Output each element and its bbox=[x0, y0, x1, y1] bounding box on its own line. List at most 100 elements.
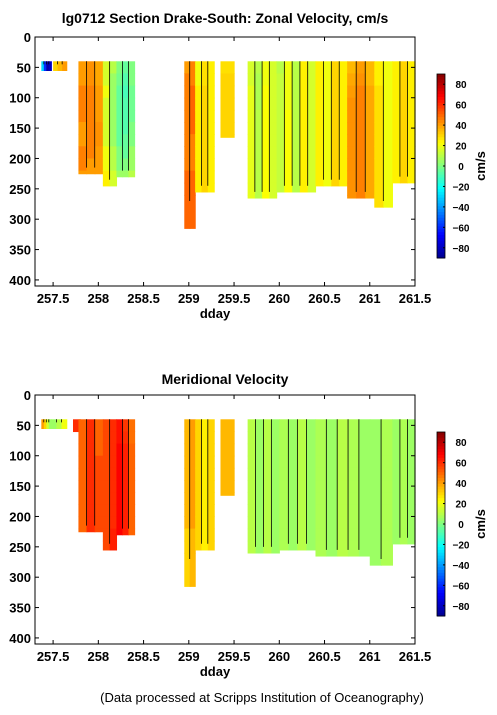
data-cell bbox=[128, 467, 136, 481]
data-cell bbox=[383, 97, 393, 111]
data-cell bbox=[288, 467, 298, 481]
data-cell bbox=[306, 431, 317, 445]
data-cell bbox=[315, 480, 327, 493]
data-cell bbox=[116, 516, 124, 530]
data-cell bbox=[254, 73, 263, 87]
data-cell bbox=[207, 443, 215, 457]
data-cell bbox=[94, 443, 104, 457]
data-cell bbox=[365, 85, 375, 99]
data-cell bbox=[86, 480, 96, 493]
data-cell bbox=[247, 170, 256, 184]
data-cell bbox=[337, 516, 349, 530]
footer-credit: (Data processed at Scripps Institution o… bbox=[100, 690, 424, 705]
data-cell bbox=[399, 419, 409, 433]
data-cell bbox=[369, 431, 382, 445]
data-cell bbox=[201, 419, 209, 433]
data-cell bbox=[128, 97, 136, 111]
data-cell bbox=[109, 122, 118, 135]
data-cell bbox=[201, 528, 209, 542]
x-tick-label: 260 bbox=[268, 649, 290, 664]
data-cell bbox=[122, 170, 130, 178]
colorbar-band bbox=[437, 486, 445, 491]
data-cell bbox=[43, 61, 47, 71]
data-cell bbox=[307, 61, 317, 75]
colorbar-band bbox=[437, 131, 445, 135]
data-cell bbox=[399, 528, 409, 542]
data-cell bbox=[269, 194, 278, 199]
data-cell bbox=[94, 61, 104, 75]
data-cell bbox=[331, 85, 340, 99]
data-cell bbox=[326, 467, 338, 481]
data-cell bbox=[262, 85, 270, 99]
data-cell bbox=[195, 182, 203, 193]
data-cell bbox=[348, 516, 360, 530]
data-cell bbox=[122, 73, 130, 87]
data-cell bbox=[207, 170, 215, 184]
data-cell bbox=[78, 158, 88, 172]
data-cell bbox=[348, 467, 360, 481]
data-cell bbox=[254, 97, 263, 111]
data-cell bbox=[369, 492, 382, 505]
colorbar-band bbox=[437, 440, 445, 445]
data-cell bbox=[94, 109, 104, 123]
colorbar-band bbox=[437, 501, 445, 505]
axes-frame bbox=[34, 394, 416, 645]
data-cell bbox=[184, 443, 191, 457]
data-cell bbox=[247, 146, 256, 160]
data-cell bbox=[78, 431, 88, 445]
data-cell bbox=[279, 492, 289, 505]
data-cell bbox=[122, 61, 130, 75]
colorbar-band bbox=[437, 88, 445, 92]
data-cell bbox=[207, 97, 215, 111]
data-cell bbox=[331, 122, 340, 135]
data-cell bbox=[299, 61, 309, 75]
colorbar-band bbox=[437, 483, 445, 488]
data-cell bbox=[269, 85, 278, 99]
data-cell bbox=[94, 504, 104, 518]
data-cell bbox=[356, 73, 366, 87]
data-cell bbox=[399, 480, 409, 493]
data-cell bbox=[337, 528, 349, 542]
colorbar-band bbox=[437, 140, 445, 144]
data-cell bbox=[269, 158, 278, 172]
data-cell bbox=[347, 73, 357, 87]
colorbar-band bbox=[437, 157, 445, 161]
data-cell bbox=[306, 516, 317, 530]
data-cell bbox=[263, 492, 272, 505]
data-cell bbox=[306, 540, 317, 551]
data-cell bbox=[297, 431, 308, 445]
data-cell bbox=[347, 134, 357, 147]
y-tick-label: 100 bbox=[9, 449, 31, 464]
colorbar-tick-label: 40 bbox=[455, 479, 467, 490]
colorbar-band bbox=[437, 154, 445, 158]
colorbar-tick-label: 40 bbox=[455, 121, 467, 132]
data-cell bbox=[184, 528, 191, 542]
data-cell bbox=[392, 109, 401, 123]
data-cell bbox=[86, 146, 96, 160]
data-cell bbox=[356, 158, 366, 172]
data-cell bbox=[348, 552, 360, 557]
colorbar-band bbox=[437, 191, 445, 196]
colorbar-band bbox=[437, 111, 445, 115]
colorbar-band bbox=[437, 243, 445, 248]
data-cell bbox=[331, 182, 340, 187]
data-cell bbox=[78, 122, 88, 135]
data-cell bbox=[348, 480, 360, 493]
data-cell bbox=[201, 455, 209, 469]
data-cell bbox=[299, 97, 309, 111]
data-cell bbox=[381, 455, 393, 469]
colorbar-band bbox=[437, 122, 445, 127]
data-cell bbox=[247, 194, 256, 199]
data-cell bbox=[122, 480, 130, 493]
data-cell bbox=[288, 419, 298, 433]
data-cell bbox=[122, 455, 130, 469]
data-cell bbox=[315, 540, 327, 554]
data-cell bbox=[383, 170, 393, 184]
data-cell bbox=[369, 528, 382, 542]
data-cell bbox=[195, 431, 203, 445]
data-cell bbox=[392, 170, 401, 184]
data-cell bbox=[365, 134, 375, 147]
data-cell bbox=[53, 61, 59, 71]
data-cell bbox=[331, 109, 340, 123]
data-cell bbox=[392, 158, 401, 172]
